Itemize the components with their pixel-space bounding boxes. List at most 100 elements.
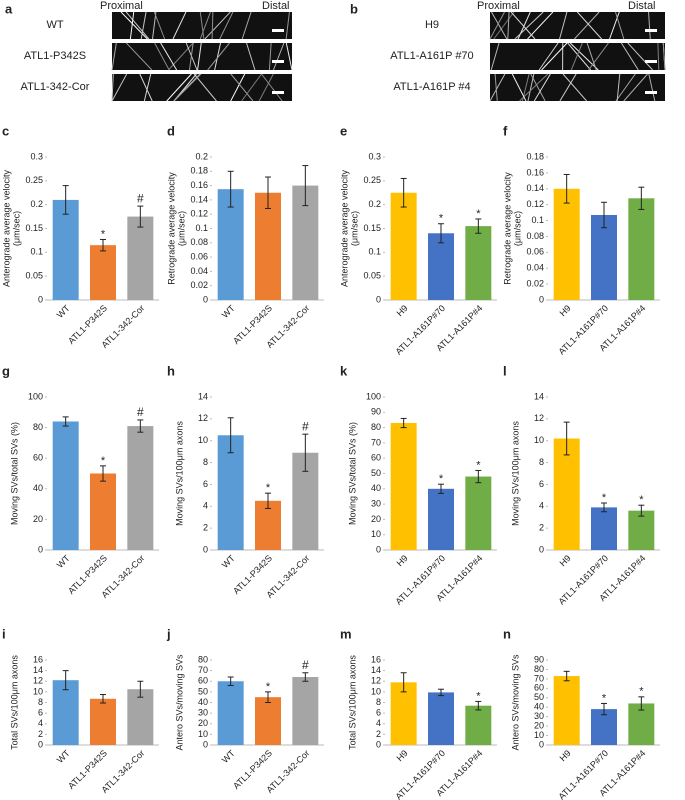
kymograph-track <box>120 11 148 40</box>
y-axis-title: (μm/sec) <box>176 211 186 246</box>
y-tick-label: 80 <box>33 422 43 432</box>
y-tick-label: 30 <box>198 708 208 718</box>
bar <box>465 705 492 745</box>
panel-letter: g <box>2 363 10 378</box>
y-tick-label: 0.12 <box>190 209 208 219</box>
y-tick-label: 10 <box>33 686 43 696</box>
y-tick-label: 0 <box>539 739 544 749</box>
significance-mark: # <box>137 191 144 205</box>
y-tick-label: 0.08 <box>190 237 208 247</box>
y-tick-label: 0 <box>38 294 43 304</box>
bar <box>255 697 281 745</box>
bar <box>127 426 154 550</box>
bar <box>428 692 454 745</box>
kymograph-track <box>614 11 625 40</box>
kymograph-track <box>615 73 636 102</box>
kymograph-track <box>129 11 135 40</box>
kymograph-track <box>657 42 660 71</box>
y-tick-label: 0.05 <box>25 271 43 281</box>
kymograph-track <box>173 73 201 102</box>
kymograph-track <box>204 11 231 40</box>
kymograph-track <box>111 73 128 102</box>
y-tick-label: 0.14 <box>190 194 208 204</box>
y-tick-label: 0 <box>376 739 381 749</box>
bar <box>553 188 580 300</box>
significance-mark: # <box>302 419 309 433</box>
y-tick-label: 0.16 <box>190 180 208 190</box>
panel-letter: c <box>2 123 9 138</box>
y-axis-title: Moving SVs/total SVs (%) <box>9 422 19 525</box>
y-tick-label: 20 <box>33 514 43 524</box>
y-axis-title: (μm/sec) <box>512 211 522 246</box>
bar <box>428 233 454 300</box>
y-tick-label: 80 <box>371 422 381 432</box>
y-axis-title: Moving SVs/total SVs (%) <box>347 422 357 525</box>
kymograph-track <box>153 11 166 40</box>
y-axis-title: Retrograde average velocity <box>166 172 176 285</box>
y-tick-label: 4 <box>376 718 381 728</box>
kymograph-track <box>570 42 583 71</box>
y-tick-label: 40 <box>534 702 544 712</box>
significance-mark: * <box>476 459 481 471</box>
y-tick-label: 10 <box>534 435 544 445</box>
kymograph-track <box>541 42 568 71</box>
bar <box>217 189 244 300</box>
y-tick-label: 0.06 <box>190 251 208 261</box>
y-tick-label: 90 <box>371 407 381 417</box>
x-tick-label: H9 <box>558 748 573 763</box>
y-axis-title: Moving SVs/100μm axons <box>510 421 520 526</box>
y-tick-label: 0.04 <box>190 266 208 276</box>
significance-mark: * <box>439 473 444 485</box>
distal-label: Distal <box>628 0 656 12</box>
y-tick-label: 30 <box>371 498 381 508</box>
kymograph-track <box>574 11 600 40</box>
y-tick-label: 0.04 <box>526 263 544 273</box>
y-tick-label: 0.05 <box>363 271 381 281</box>
kymograph-track <box>285 11 290 40</box>
kymograph-track <box>230 73 254 102</box>
y-tick-label: 0.1 <box>368 247 381 257</box>
kymograph-track <box>494 73 498 102</box>
y-tick-label: 60 <box>198 676 208 686</box>
kymograph-track <box>586 42 597 71</box>
bar <box>217 435 244 550</box>
y-tick-label: 16 <box>33 654 43 664</box>
bar <box>52 199 79 300</box>
kymograph-track <box>166 73 192 102</box>
y-tick-label: 10 <box>534 730 544 740</box>
y-tick-label: 0 <box>376 294 381 304</box>
kymograph-track <box>514 11 544 40</box>
y-axis-title: Retrograde average velocity <box>502 172 512 285</box>
y-tick-label: 0.18 <box>190 166 208 176</box>
panel-letter: l <box>503 363 507 378</box>
y-tick-label: 0.02 <box>526 278 544 288</box>
y-tick-label: 40 <box>371 483 381 493</box>
significance-mark: * <box>266 482 271 494</box>
proximal-label: Proximal <box>477 0 520 12</box>
bar <box>90 245 116 300</box>
kymograph <box>490 74 665 101</box>
distal-label: Distal <box>262 0 290 12</box>
significance-mark: * <box>476 690 481 702</box>
kymograph-track <box>160 42 178 71</box>
y-tick-label: 20 <box>534 720 544 730</box>
kymograph-track <box>489 73 506 102</box>
x-tick-label: WT <box>55 303 72 320</box>
row-label: H9 <box>425 19 439 31</box>
kymograph-track <box>193 73 217 102</box>
bar <box>390 682 417 745</box>
significance-mark: * <box>639 494 644 506</box>
y-tick-label: 70 <box>534 673 544 683</box>
kymograph-track <box>152 11 157 40</box>
scale-bar <box>645 60 657 63</box>
kymograph-track <box>172 11 187 40</box>
kymograph-track <box>211 11 214 40</box>
significance-mark: * <box>101 228 106 240</box>
kymograph-track <box>489 11 505 40</box>
y-tick-label: 60 <box>33 453 43 463</box>
row-label: ATL1-A161P #4 <box>393 81 470 93</box>
y-tick-label: 14 <box>534 391 544 401</box>
kymograph-track <box>261 73 283 102</box>
significance-mark: * <box>476 208 481 220</box>
